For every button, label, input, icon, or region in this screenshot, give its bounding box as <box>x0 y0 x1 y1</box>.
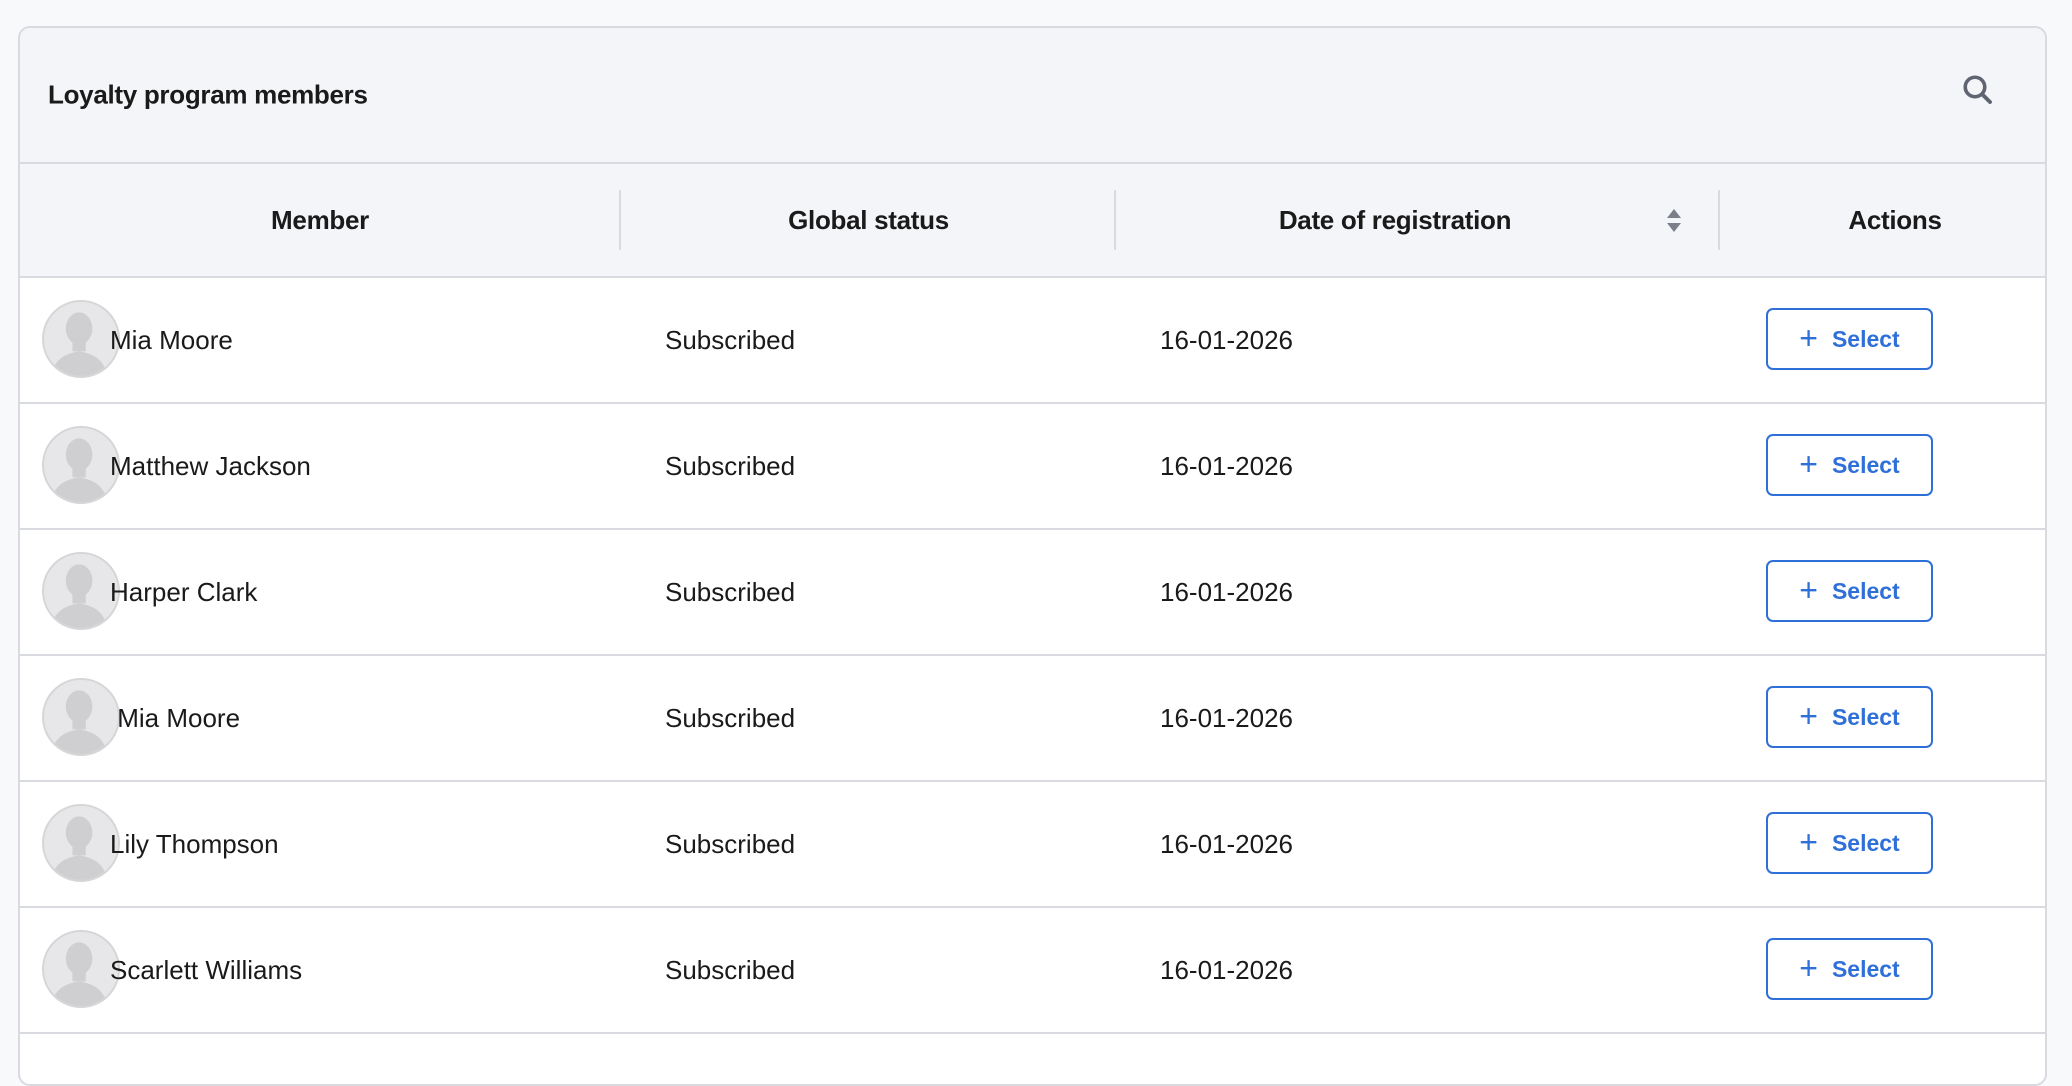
search-icon[interactable] <box>1960 72 1996 108</box>
plus-icon: + <box>1799 445 1818 482</box>
sort-icon[interactable] <box>1666 208 1682 234</box>
select-button[interactable]: + Select <box>1766 308 1933 370</box>
global-status: Subscribed <box>665 702 796 733</box>
plus-icon: + <box>1799 697 1818 734</box>
column-header-actions: Actions <box>1848 204 1942 235</box>
registration-date: 16-01-2026 <box>1160 702 1293 733</box>
select-button-label: Select <box>1831 451 1900 478</box>
column-divider <box>1114 190 1116 250</box>
select-button[interactable]: + Select <box>1766 434 1933 496</box>
registration-date: 16-01-2026 <box>1160 954 1293 985</box>
table-row: Mia Moore Subscribed 16-01-2026 + Select <box>20 278 2045 404</box>
registration-date: 16-01-2026 <box>1160 450 1293 481</box>
column-divider <box>619 190 621 250</box>
plus-icon: + <box>1799 319 1818 356</box>
select-button[interactable]: + Select <box>1766 560 1933 622</box>
select-button-label: Select <box>1831 829 1900 856</box>
panel-title: Loyalty program members <box>48 79 368 110</box>
avatar <box>42 804 120 882</box>
column-header-status: Global status <box>788 204 949 235</box>
column-header-date[interactable]: Date of registration <box>1278 204 1512 235</box>
registration-date: 16-01-2026 <box>1160 324 1293 355</box>
select-button[interactable]: + Select <box>1766 938 1933 1000</box>
table-row: Matthew Jackson Subscribed 16-01-2026 + … <box>20 404 2045 530</box>
select-button[interactable]: + Select <box>1766 686 1933 748</box>
user-silhouette-icon <box>51 816 107 880</box>
member-name: Mia Moore <box>110 702 241 733</box>
column-divider <box>1718 190 1720 250</box>
user-silhouette-icon <box>51 690 107 754</box>
table-header: Member Global status Date of registratio… <box>20 164 2045 278</box>
column-header-member: Member <box>271 204 369 235</box>
avatar <box>42 678 120 756</box>
global-status: Subscribed <box>665 828 796 859</box>
members-panel: Loyalty program members Member Global st… <box>18 26 2047 1086</box>
user-silhouette-icon <box>51 312 107 376</box>
user-silhouette-icon <box>51 564 107 628</box>
table-row: Mia Moore Subscribed 16-01-2026 + Select <box>20 656 2045 782</box>
avatar <box>42 930 120 1008</box>
avatar <box>42 552 120 630</box>
avatar <box>42 300 120 378</box>
select-button-label: Select <box>1831 703 1900 730</box>
global-status: Subscribed <box>665 450 796 481</box>
table-row: Lily Thompson Subscribed 16-01-2026 + Se… <box>20 782 2045 908</box>
plus-icon: + <box>1799 949 1818 986</box>
plus-icon: + <box>1799 571 1818 608</box>
select-button-label: Select <box>1831 955 1900 982</box>
select-button[interactable]: + Select <box>1766 812 1933 874</box>
global-status: Subscribed <box>665 954 796 985</box>
member-name: Matthew Jackson <box>110 450 311 481</box>
registration-date: 16-01-2026 <box>1160 828 1293 859</box>
plus-icon: + <box>1799 823 1818 860</box>
member-name: Scarlett Williams <box>110 954 303 985</box>
table-row: Scarlett Williams Subscribed 16-01-2026 … <box>20 908 2045 1034</box>
table-body: Mia Moore Subscribed 16-01-2026 + Select… <box>20 278 2045 1034</box>
table-row: Harper Clark Subscribed 16-01-2026 + Sel… <box>20 530 2045 656</box>
select-button-label: Select <box>1831 325 1900 352</box>
member-name: Lily Thompson <box>110 828 279 859</box>
select-button-label: Select <box>1831 577 1900 604</box>
panel-header: Loyalty program members <box>20 28 2045 164</box>
user-silhouette-icon <box>51 942 107 1006</box>
member-name: Harper Clark <box>110 576 258 607</box>
registration-date: 16-01-2026 <box>1160 576 1293 607</box>
member-name: Mia Moore <box>110 324 233 355</box>
avatar <box>42 426 120 504</box>
user-silhouette-icon <box>51 438 107 502</box>
global-status: Subscribed <box>665 576 796 607</box>
global-status: Subscribed <box>665 324 796 355</box>
